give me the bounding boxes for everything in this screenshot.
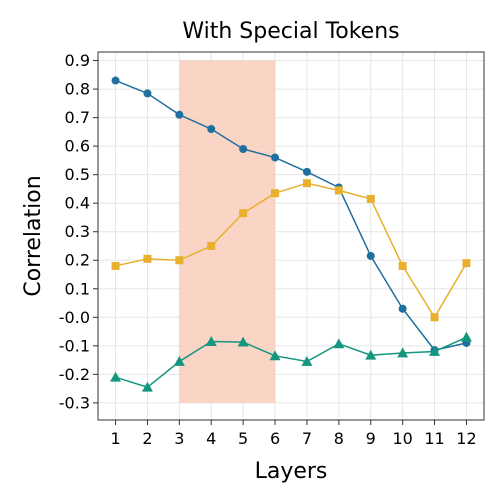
- data-point: [175, 256, 184, 265]
- plot-area: [98, 52, 484, 420]
- x-tick-label: 3: [174, 429, 184, 448]
- x-axis-label: Layers: [255, 459, 328, 484]
- data-point: [205, 336, 217, 346]
- x-tick-label: 11: [424, 429, 444, 448]
- x-tick-label: 2: [142, 429, 152, 448]
- y-tick-label: 0.2: [65, 251, 90, 270]
- x-tick-label: 4: [206, 429, 216, 448]
- chart-title: With Special Tokens: [182, 19, 399, 44]
- x-tick-label: 5: [238, 429, 248, 448]
- y-tick-label: -0.1: [59, 336, 90, 355]
- series-line-2: [115, 182, 468, 319]
- y-tick-label: 0.9: [65, 51, 90, 70]
- data-point: [143, 254, 152, 263]
- y-tick-label: -0.2: [59, 365, 90, 384]
- data-point: [111, 261, 120, 270]
- data-point: [398, 261, 407, 270]
- data-point: [173, 356, 185, 366]
- x-axis-ticks: 1 2 3 4 5 6 7 8 9 10 11 12: [110, 420, 477, 448]
- data-point: [333, 338, 345, 349]
- y-tick-label: -0.0: [59, 308, 90, 327]
- highlight-region: [179, 60, 276, 403]
- data-point: [239, 144, 248, 153]
- x-tick-label: 6: [270, 429, 280, 448]
- data-point: [366, 251, 375, 260]
- data-point: [207, 125, 216, 134]
- plot-frame: [97, 51, 485, 421]
- data-point: [334, 186, 343, 195]
- data-point: [207, 241, 216, 250]
- series-line-1: [115, 79, 467, 351]
- data-point: [271, 189, 280, 198]
- data-point: [110, 371, 122, 382]
- y-tick-label: 0.6: [65, 137, 90, 156]
- data-point: [269, 350, 281, 361]
- data-point: [398, 304, 407, 313]
- x-tick-label: 10: [392, 429, 412, 448]
- data-point: [365, 349, 377, 360]
- y-tick-label: -0.3: [59, 393, 90, 412]
- series-layer: [110, 76, 472, 392]
- data-point: [111, 76, 120, 85]
- data-point: [460, 331, 472, 342]
- y-tick-label: 0.3: [65, 222, 90, 241]
- data-point: [301, 356, 313, 366]
- data-point: [175, 110, 184, 119]
- data-point: [302, 179, 311, 188]
- data-point: [141, 381, 153, 392]
- x-tick-label: 12: [456, 429, 476, 448]
- y-axis-label: Correlation: [21, 175, 46, 296]
- data-point: [429, 346, 441, 356]
- y-tick-label: 0.5: [65, 165, 90, 184]
- data-point: [397, 347, 409, 358]
- data-point: [430, 313, 439, 322]
- data-point: [237, 336, 249, 347]
- y-tick-label: 0.4: [65, 194, 90, 213]
- x-tick-label: 1: [110, 429, 120, 448]
- highlight-region-layer: [179, 60, 276, 403]
- data-point: [366, 194, 375, 203]
- data-point: [462, 259, 471, 268]
- y-axis-ticks: 0.9 0.8 0.7 0.6 0.5 0.4 0.3 0.2 0.1 -0.0 -0.1 -0.2 -…: [59, 51, 98, 412]
- data-point: [239, 209, 248, 218]
- data-point: [302, 167, 311, 176]
- x-tick-label: 8: [334, 429, 344, 448]
- y-tick-label: 0.1: [65, 279, 90, 298]
- data-point: [271, 153, 280, 162]
- y-tick-label: 0.8: [65, 80, 90, 99]
- data-point: [143, 89, 152, 98]
- x-tick-label: 7: [302, 429, 312, 448]
- y-tick-label: 0.7: [65, 108, 90, 127]
- x-tick-label: 9: [366, 429, 376, 448]
